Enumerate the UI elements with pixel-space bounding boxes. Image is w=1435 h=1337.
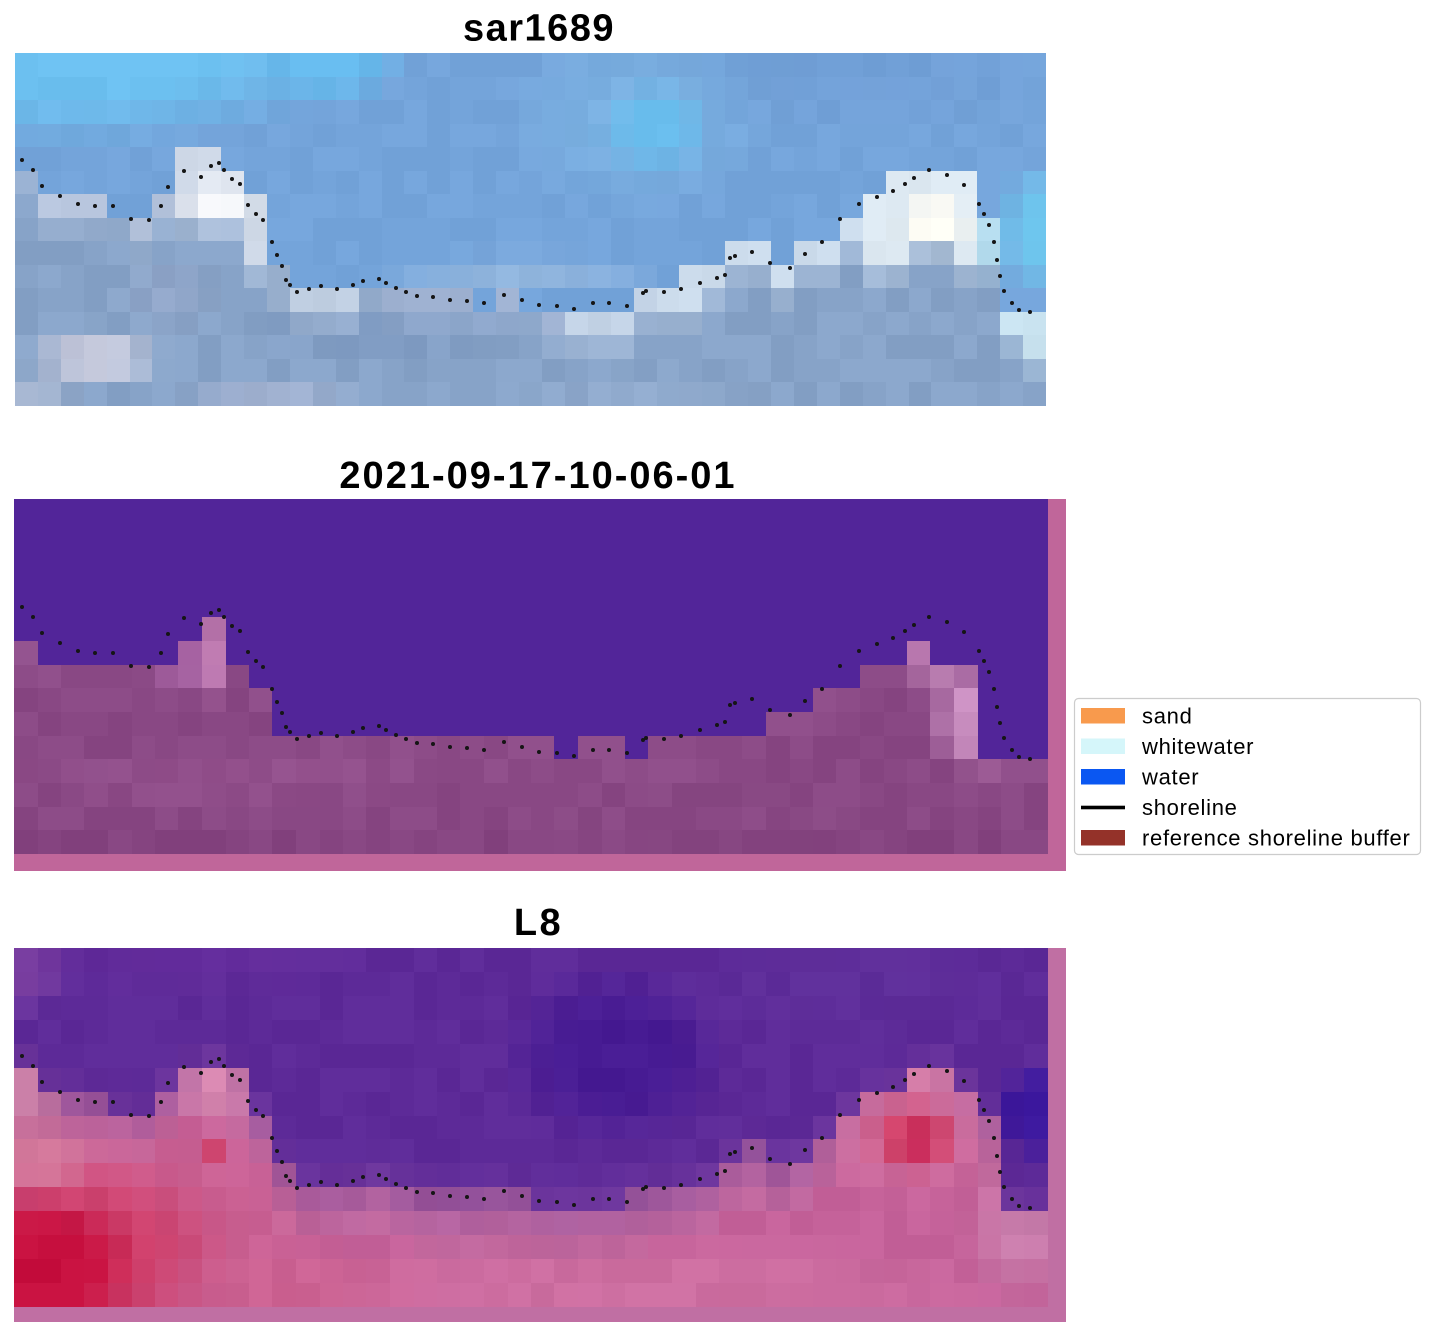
svg-text:reference shoreline buffer: reference shoreline buffer [1142,826,1411,851]
svg-text:2021-09-17-10-06-01: 2021-09-17-10-06-01 [339,455,736,497]
svg-text:L8: L8 [514,902,563,944]
svg-text:sand: sand [1142,704,1193,729]
svg-text:water: water [1141,765,1199,790]
svg-text:shoreline: shoreline [1142,795,1238,820]
svg-text:whitewater: whitewater [1141,734,1254,759]
svg-text:sar1689: sar1689 [463,8,615,50]
